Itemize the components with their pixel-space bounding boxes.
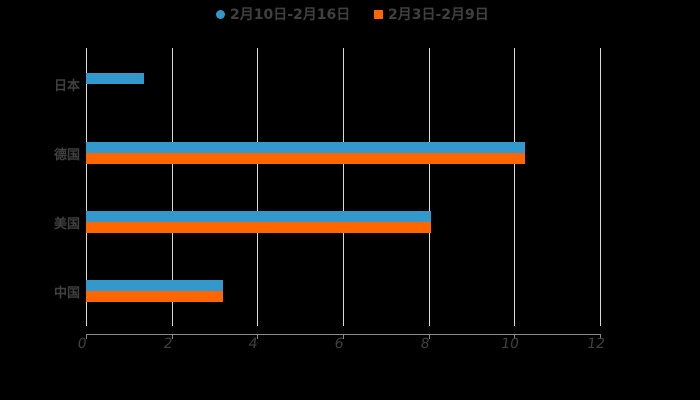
x-tick — [343, 334, 344, 339]
x-tick — [257, 334, 259, 339]
x-tick-label: 6 — [333, 336, 345, 352]
x-tick — [600, 334, 601, 339]
x-tick-label: 10 — [500, 336, 521, 352]
bar[interactable] — [86, 153, 526, 164]
x-tick-label: 12 — [585, 336, 607, 352]
legend-circle-icon — [216, 9, 225, 19]
x-tick-label: 4 — [247, 336, 259, 352]
x-tick — [428, 334, 430, 339]
legend-square-icon — [374, 9, 383, 19]
legend-label: 2月3日-2月9日 — [388, 7, 489, 23]
legend-label: 2月10日-2月16日 — [230, 7, 351, 23]
gridline — [428, 48, 430, 326]
bar[interactable] — [86, 280, 224, 291]
legend-item-series-2[interactable]: 2月3日-2月9日 — [374, 4, 489, 24]
x-tick — [171, 334, 173, 339]
bar[interactable] — [86, 291, 224, 302]
category-label: 美国 — [53, 217, 80, 232]
x-tick-label: 2 — [162, 336, 174, 352]
x-tick — [86, 334, 87, 339]
x-tick — [514, 334, 516, 339]
gridline — [600, 48, 601, 326]
bar[interactable] — [86, 222, 431, 233]
x-tick-label: 0 — [76, 336, 88, 352]
bar[interactable] — [86, 211, 431, 222]
chart-legend: 2月10日-2月16日 2月3日-2月9日 — [0, 4, 700, 24]
gridline — [86, 48, 87, 326]
gridline — [343, 48, 344, 326]
gridline — [514, 48, 516, 326]
category-label: 日本 — [53, 79, 80, 94]
bar[interactable] — [86, 142, 526, 153]
x-tick-label: 8 — [419, 336, 431, 352]
legend-item-series-1[interactable]: 2月10日-2月16日 — [216, 4, 350, 24]
category-label: 德国 — [53, 148, 80, 163]
category-label: 中国 — [53, 286, 80, 301]
bar[interactable] — [86, 73, 144, 84]
gridline — [171, 48, 173, 326]
x-axis — [86, 334, 600, 335]
gridline — [257, 48, 259, 326]
